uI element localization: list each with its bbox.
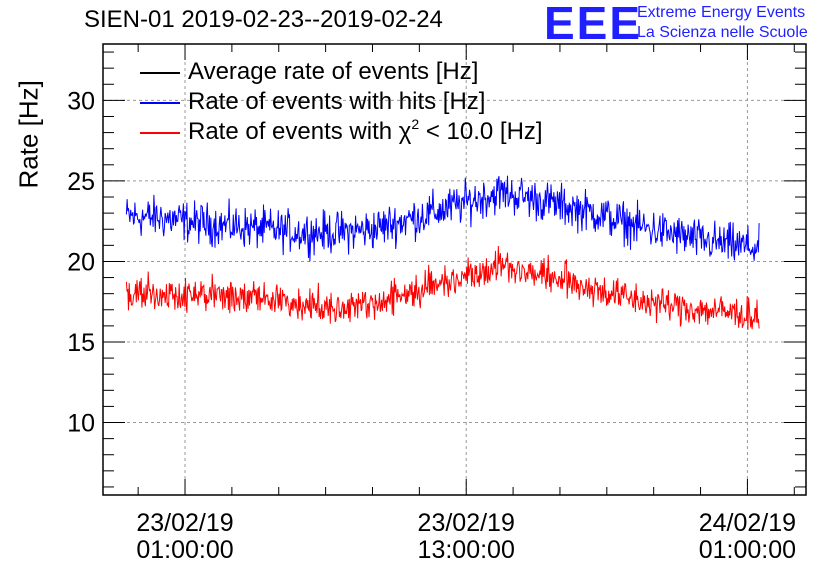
x-tick-label-time: 01:00:00 [699,536,796,564]
y-axis-label: Rate [Hz] [13,80,44,189]
y-tick-label: 30 [67,87,95,115]
logo-line-2: La Scienza nelle Scuole [637,24,808,41]
y-tick-label: 25 [67,168,95,196]
chart-axes: 101520253023/02/1901:00:0023/02/1913:00:… [67,44,806,564]
x-tick-label-date: 23/02/19 [136,509,233,537]
chart-series [125,175,760,330]
x-tick-label-date: 23/02/19 [418,509,515,537]
legend-label: Rate of events with hits [Hz] [188,88,486,115]
series-line [125,175,760,262]
eee-logo: EEE [544,0,643,49]
x-tick-label-date: 24/02/19 [699,509,796,537]
y-tick-label: 10 [67,410,95,438]
logo-line-1: Extreme Energy Events [637,4,806,21]
chart-title: SIEN-01 2019-02-23--2019-02-24 [84,6,443,33]
legend-line-red [140,132,180,134]
legend-label-prefix: Rate of events with [188,118,399,145]
y-tick-label: 15 [67,329,95,357]
series-line [125,245,760,330]
eee-logo-text: Extreme Energy Events La Scienza nelle S… [637,3,808,43]
x-tick-label-time: 01:00:00 [136,536,233,564]
legend-line-black [140,72,180,74]
x-tick-label-time: 13:00:00 [418,536,515,564]
legend-label-suffix: < 10.0 [Hz] [419,118,543,145]
legend-label-sup: 2 [411,116,420,132]
legend-label: Rate of events with χ2 < 10.0 [Hz] [188,116,543,146]
legend-line-blue [140,102,180,104]
legend-label-chi: χ [398,118,412,145]
legend-label: Average rate of events [Hz] [188,58,479,85]
y-tick-label: 20 [67,248,95,276]
plot-frame [102,43,807,496]
